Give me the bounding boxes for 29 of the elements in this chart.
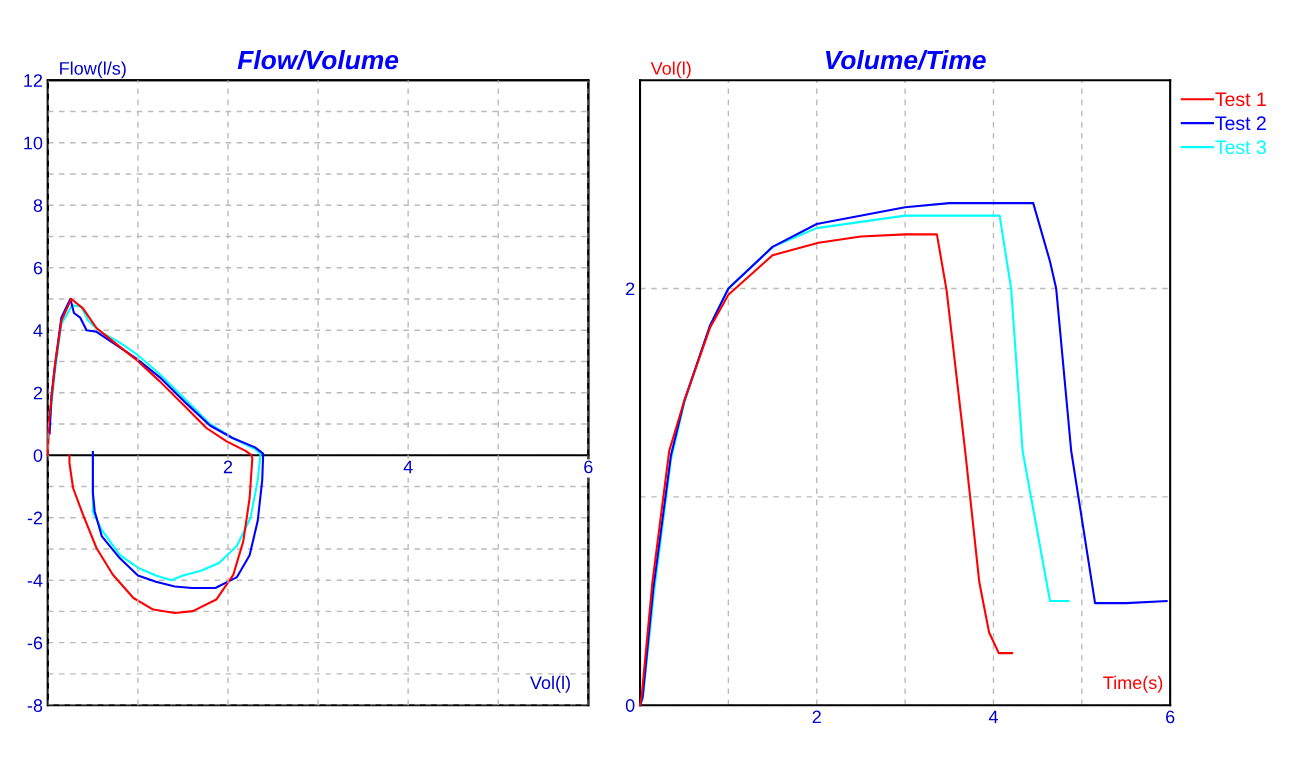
y-tick-label: -4 — [27, 574, 43, 587]
y-axis-title: Vol(l) — [650, 61, 691, 79]
x-tick-label: 2 — [812, 710, 821, 724]
y-tick-label: 6 — [33, 261, 43, 275]
y-tick-label: 12 — [24, 74, 43, 87]
x-tick-label: 2 — [223, 460, 233, 474]
legend-label: Test 3 — [1215, 140, 1266, 155]
x-axis-title: Time(s) — [1103, 675, 1163, 693]
y-tick-label: 0 — [625, 699, 635, 712]
x-tick-label: 4 — [988, 710, 998, 724]
y-tick-label: 10 — [24, 136, 43, 150]
x-axis-title: Vol(l) — [529, 675, 570, 693]
y-tick-label: -8 — [27, 699, 43, 712]
y-tick-label: 0 — [33, 449, 43, 462]
legend-label: Test 2 — [1215, 116, 1266, 131]
x-tick-label: 6 — [584, 460, 593, 474]
x-tick-label: 4 — [403, 460, 413, 474]
y-tick-label: 2 — [33, 386, 43, 400]
y-axis-title: Flow(l/s) — [60, 61, 126, 79]
y-tick-label: -2 — [27, 511, 43, 525]
x-tick-label: 6 — [1166, 710, 1175, 724]
chart-title: Volume/Time — [825, 49, 986, 70]
y-tick-label: 8 — [33, 199, 43, 212]
chart-title: Flow/Volume — [237, 49, 399, 70]
legend-label: Test 1 — [1215, 92, 1266, 107]
y-tick-label: 4 — [33, 324, 43, 337]
line-series — [638, 233, 1014, 707]
y-tick-label: -6 — [27, 636, 43, 650]
line-series — [638, 202, 1168, 707]
